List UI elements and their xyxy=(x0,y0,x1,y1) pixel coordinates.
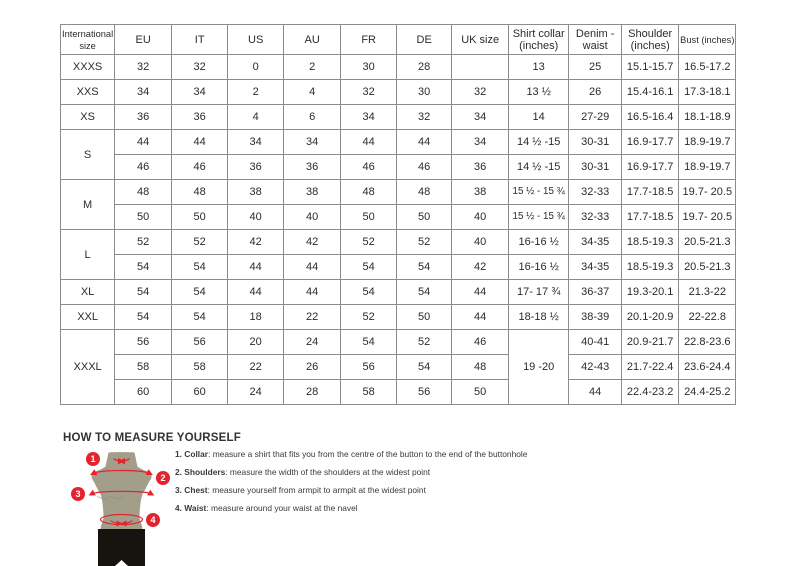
svg-text:2: 2 xyxy=(160,473,165,483)
svg-text:4: 4 xyxy=(150,515,155,525)
svg-text:1: 1 xyxy=(90,454,95,464)
svg-text:3: 3 xyxy=(75,489,80,499)
